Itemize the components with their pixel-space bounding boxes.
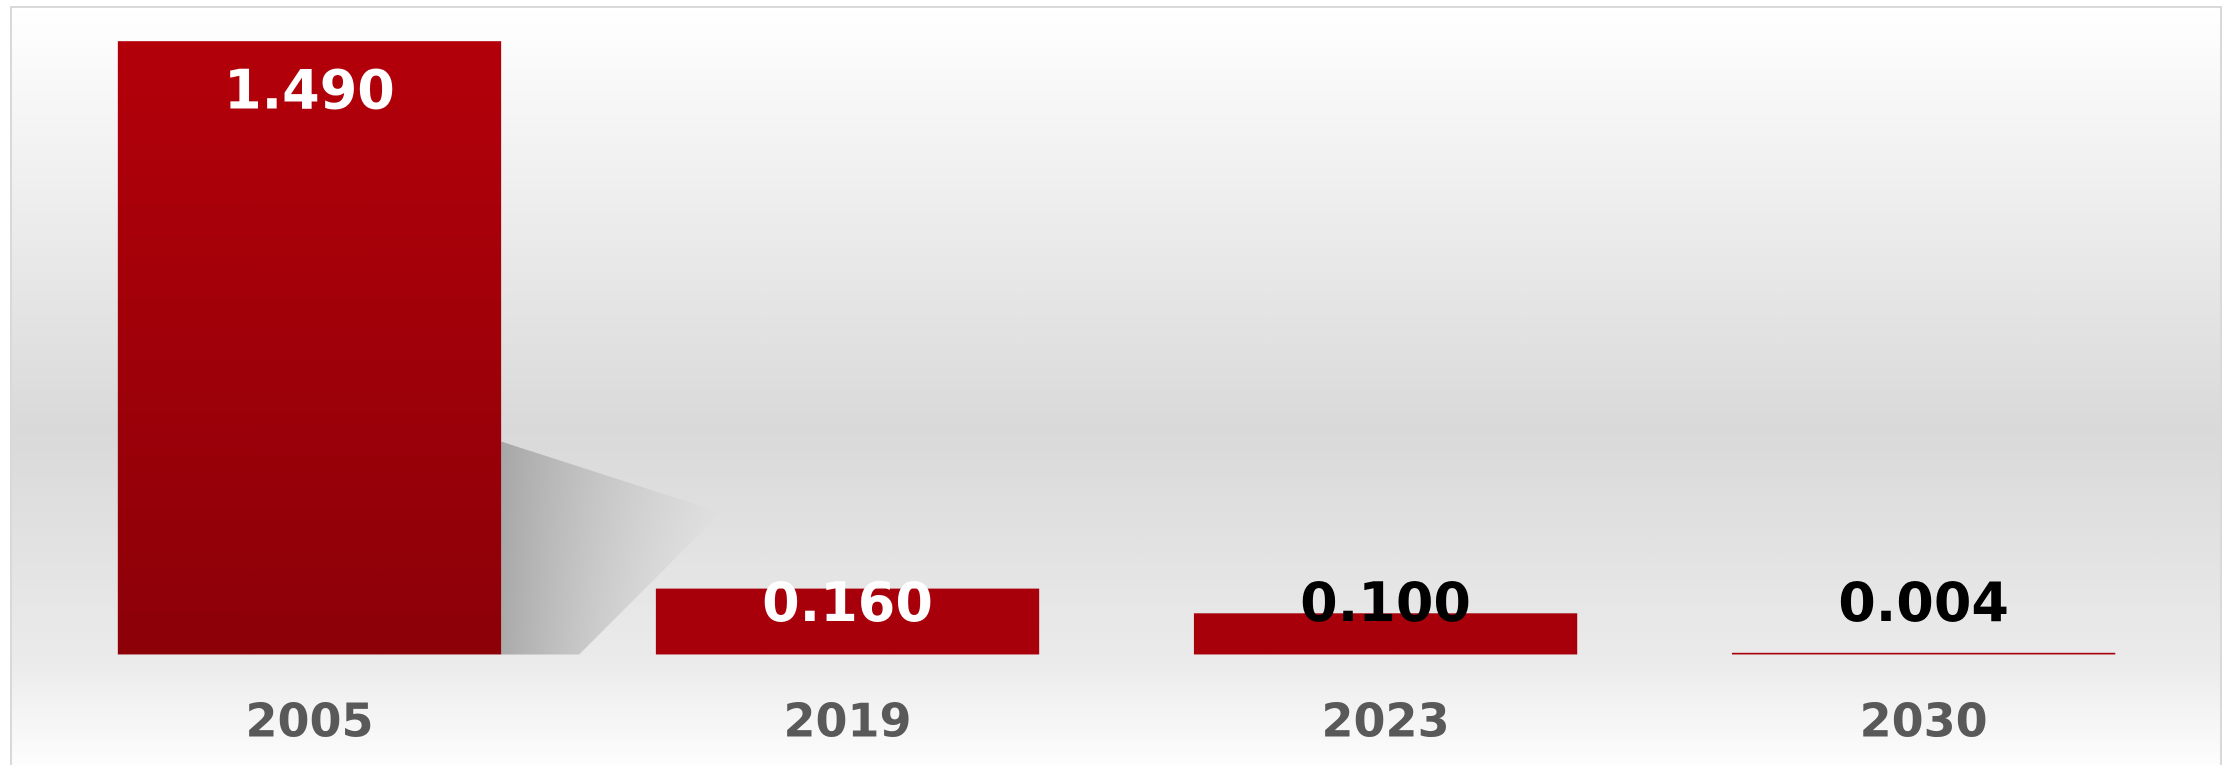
- x-tick-label: 2019: [784, 694, 912, 748]
- x-tick-label: 2030: [1860, 694, 1988, 748]
- x-tick-label: 2005: [245, 694, 373, 748]
- value-label: 0.160: [762, 571, 933, 634]
- bar: [117, 41, 502, 655]
- bar: [1193, 613, 1578, 655]
- bar: [1731, 652, 2116, 655]
- value-label: 0.100: [1300, 571, 1471, 634]
- bar-shadow: [501, 441, 722, 655]
- value-label: 0.004: [1838, 571, 2009, 634]
- x-tick-label: 2023: [1322, 694, 1450, 748]
- bar: [655, 588, 1040, 655]
- value-label: 1.490: [224, 58, 395, 121]
